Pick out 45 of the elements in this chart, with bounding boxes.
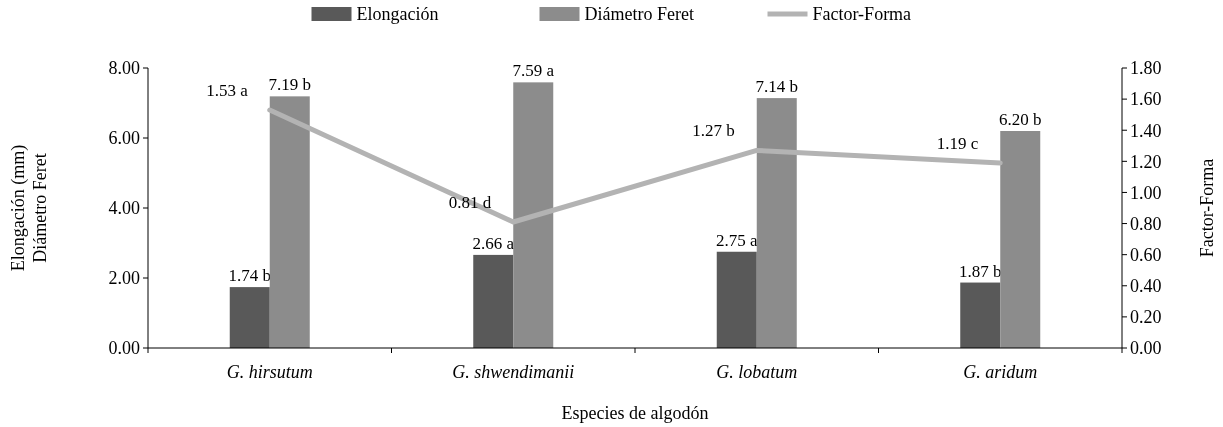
x-tick-label: G. hirsutum [226, 362, 313, 382]
bar [960, 282, 1001, 348]
legend-label: Factor-Forma [812, 4, 912, 25]
data-label: 2.75 a [715, 230, 758, 250]
bar [716, 251, 757, 348]
y-tick-label: 6.00 [108, 128, 140, 149]
data-label: 1.74 b [228, 266, 271, 286]
data-label: 2.66 a [472, 233, 515, 253]
y2-tick-label: 0.60 [1130, 244, 1162, 265]
y-tick-label: 8.00 [108, 58, 140, 79]
y-axis-title: Elongación (mm) Diámetro Feret [8, 144, 50, 272]
bar [756, 98, 797, 348]
data-label: 0.81 d [448, 193, 492, 212]
data-label: 7.19 b [268, 75, 311, 95]
bar [473, 254, 514, 348]
y2-tick-label: 1.20 [1130, 151, 1162, 172]
y-tick-label: 4.00 [108, 198, 140, 219]
y2-tick-label: 1.00 [1130, 182, 1162, 203]
y2-tick-label: 1.60 [1130, 89, 1162, 110]
y-tick-label: 2.00 [108, 268, 140, 289]
x-tick-label: G. lobatum [716, 362, 798, 382]
data-label: 7.59 a [512, 61, 555, 81]
data-label: 1.19 c [936, 133, 979, 153]
y2-tick-label: 0.40 [1130, 276, 1162, 297]
data-label: 1.53 a [206, 81, 249, 100]
x-axis-title: Especies de algodón [561, 403, 709, 423]
x-tick-label: G. aridum [963, 362, 1038, 382]
data-label: 1.27 b [692, 121, 735, 141]
x-tick-label: G. shwendimanii [452, 362, 575, 382]
y2-tick-label: 0.00 [1130, 338, 1162, 359]
legend-label: Elongación [356, 4, 439, 25]
y2-tick-label: 1.40 [1130, 120, 1162, 141]
data-label: 7.14 b [755, 77, 798, 97]
y2-axis-title: Factor-Forma [1197, 158, 1217, 258]
bar [513, 82, 554, 348]
data-label: 6.20 b [999, 110, 1042, 129]
y2-tick-label: 0.20 [1130, 307, 1162, 328]
y2-tick-label: 1.80 [1130, 58, 1162, 79]
bar [269, 96, 310, 348]
y-tick-label: 0.00 [108, 338, 140, 359]
data-label: 1.87 b [959, 261, 1002, 281]
bar [1000, 131, 1041, 348]
y2-tick-label: 0.80 [1130, 213, 1162, 234]
legend-label: Diámetro Feret [584, 4, 694, 25]
bar [229, 287, 270, 348]
